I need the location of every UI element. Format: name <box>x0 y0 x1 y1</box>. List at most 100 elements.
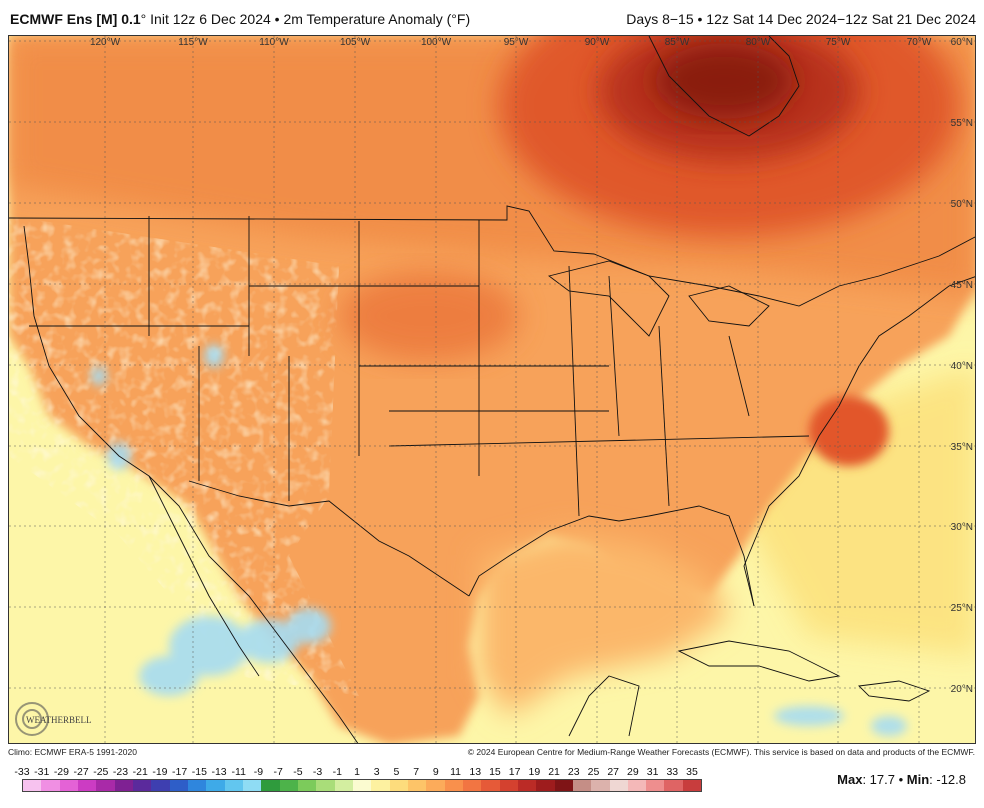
weatherbell-logo: WEATHERBELL <box>15 702 92 736</box>
legend-tick-label: -21 <box>132 766 148 778</box>
longitude-label: 80°W <box>746 37 771 48</box>
longitude-label: 75°W <box>826 37 851 48</box>
state-line <box>728 335 750 417</box>
legend-swatch <box>536 780 555 791</box>
latitude-label: 20°N <box>951 684 973 695</box>
cool-blob <box>774 706 844 726</box>
east-coast-warm-blob <box>809 396 889 466</box>
legend-swatch <box>224 780 243 791</box>
cool-blob <box>91 366 107 386</box>
legend-tick-label: 13 <box>469 766 482 778</box>
legend-swatch <box>444 780 463 791</box>
legend-swatch <box>41 780 60 791</box>
cuba <box>677 640 841 682</box>
legend-tick-label: -33 <box>14 766 30 778</box>
legend-tick-label: 15 <box>489 766 501 778</box>
copyright-note: © 2024 European Centre for Medium-Range … <box>467 747 975 757</box>
longitude-label: 90°W <box>585 37 610 48</box>
legend-tick-label: -17 <box>172 766 188 778</box>
legend-tick-label: -7 <box>273 766 283 778</box>
latitude-label: 60°N <box>951 37 973 48</box>
longitude-label: 110°W <box>259 37 289 48</box>
legend-swatch <box>151 780 170 791</box>
legend-swatch <box>499 780 518 791</box>
legend-swatch <box>682 780 702 791</box>
boundaries <box>9 36 975 743</box>
legend-tick-label: -19 <box>152 766 168 778</box>
legend-swatch <box>371 780 390 791</box>
great-lakes <box>688 285 770 327</box>
legend-tick-label: 27 <box>607 766 620 778</box>
state-line <box>568 265 580 517</box>
graticule <box>9 36 975 743</box>
legend-swatch <box>23 780 42 791</box>
legend-swatch <box>609 780 628 791</box>
legend-tick-label: 21 <box>548 766 560 778</box>
legend-tick-label: 23 <box>567 766 580 778</box>
legend-tick-label: 1 <box>354 766 360 778</box>
legend-tick-label: 19 <box>528 766 541 778</box>
plains-warm <box>339 271 519 361</box>
legend-swatch <box>114 780 133 791</box>
legend-swatch <box>132 780 152 791</box>
anomaly-map: 120°W 115°W 110°W 105°W 100°W 95°W 90°W 85°W 80°… <box>8 35 976 744</box>
longitude-label: 85°W <box>665 37 690 48</box>
legend-tick-label: 7 <box>413 766 420 778</box>
legend-swatch <box>261 780 280 791</box>
legend-swatch <box>664 780 683 791</box>
legend-tick-label: 25 <box>587 766 600 778</box>
latitude-label: 40°N <box>951 361 973 372</box>
baja-coast <box>148 475 260 677</box>
legend-tick-label: 31 <box>646 766 659 778</box>
legend-tick-label: -3 <box>312 766 323 778</box>
latitude-label: 35°N <box>951 442 973 453</box>
legend-tick-label: -9 <box>253 766 264 778</box>
climo-note: Climo: ECMWF ERA-5 1991-2020 <box>8 747 137 757</box>
longitude-label: 100°W <box>421 37 452 48</box>
gulf-warm-field <box>479 531 729 716</box>
legend-tick-label: 11 <box>450 766 461 778</box>
latitude-label: 30°N <box>951 522 973 533</box>
longitude-label: 105°W <box>340 37 371 48</box>
legend-swatch <box>572 780 592 791</box>
legend-tick-label: -31 <box>34 766 50 778</box>
longitude-label: 70°W <box>907 37 932 48</box>
latitude-label: 25°N <box>951 603 973 614</box>
logo-text: WEATHERBELL <box>26 715 92 725</box>
legend-tick-label: 5 <box>393 766 400 778</box>
legend-swatch <box>279 780 298 791</box>
longitude-labels: 120°W 115°W 110°W 105°W 100°W 95°W 90°W 85°W 80°… <box>90 37 932 48</box>
legend-tick-label: -5 <box>293 766 303 778</box>
us-mexico-border <box>188 480 470 597</box>
legend-tick-label: 3 <box>373 766 380 778</box>
legend-tick-label: 17 <box>508 766 521 778</box>
gulf-coast <box>468 505 755 607</box>
max-min-readout: Max: 17.7 • Min: -12.8 <box>837 772 966 787</box>
legend-tick-label: -29 <box>53 766 69 778</box>
legend-swatch <box>297 780 317 791</box>
legend-tick-label: 9 <box>432 766 439 778</box>
great-lakes <box>547 260 670 337</box>
legend-swatch <box>627 780 647 791</box>
cool-blob <box>871 716 907 736</box>
legend-swatch <box>187 780 207 791</box>
state-line <box>658 325 670 507</box>
cool-blob <box>239 619 299 663</box>
longitude-label: 115°W <box>178 37 208 48</box>
legend-colorbar <box>22 779 702 792</box>
latitude-label: 55°N <box>951 118 973 129</box>
longitude-label: 120°W <box>90 37 121 48</box>
latitude-label: 50°N <box>951 199 973 210</box>
cool-anomalies <box>91 344 907 736</box>
legend-swatch <box>352 780 372 791</box>
state-line <box>608 275 620 437</box>
legend-labels: -33 -31 -29 -27 -25 -23 -21 -19 -17 -15 -13 -11 -9 -7… <box>14 766 714 778</box>
legend-swatch <box>591 780 610 791</box>
legend-swatch <box>407 780 427 791</box>
legend-swatch <box>426 780 445 791</box>
latitude-labels: 60°N 55°N 50°N 45°N 40°N 35°N 30°N 25°N 20°N <box>951 37 973 695</box>
cool-blob <box>139 656 199 696</box>
legend-swatch <box>646 780 665 791</box>
legend-tick-label: -1 <box>332 766 342 778</box>
legend-tick-label: -13 <box>211 766 227 778</box>
